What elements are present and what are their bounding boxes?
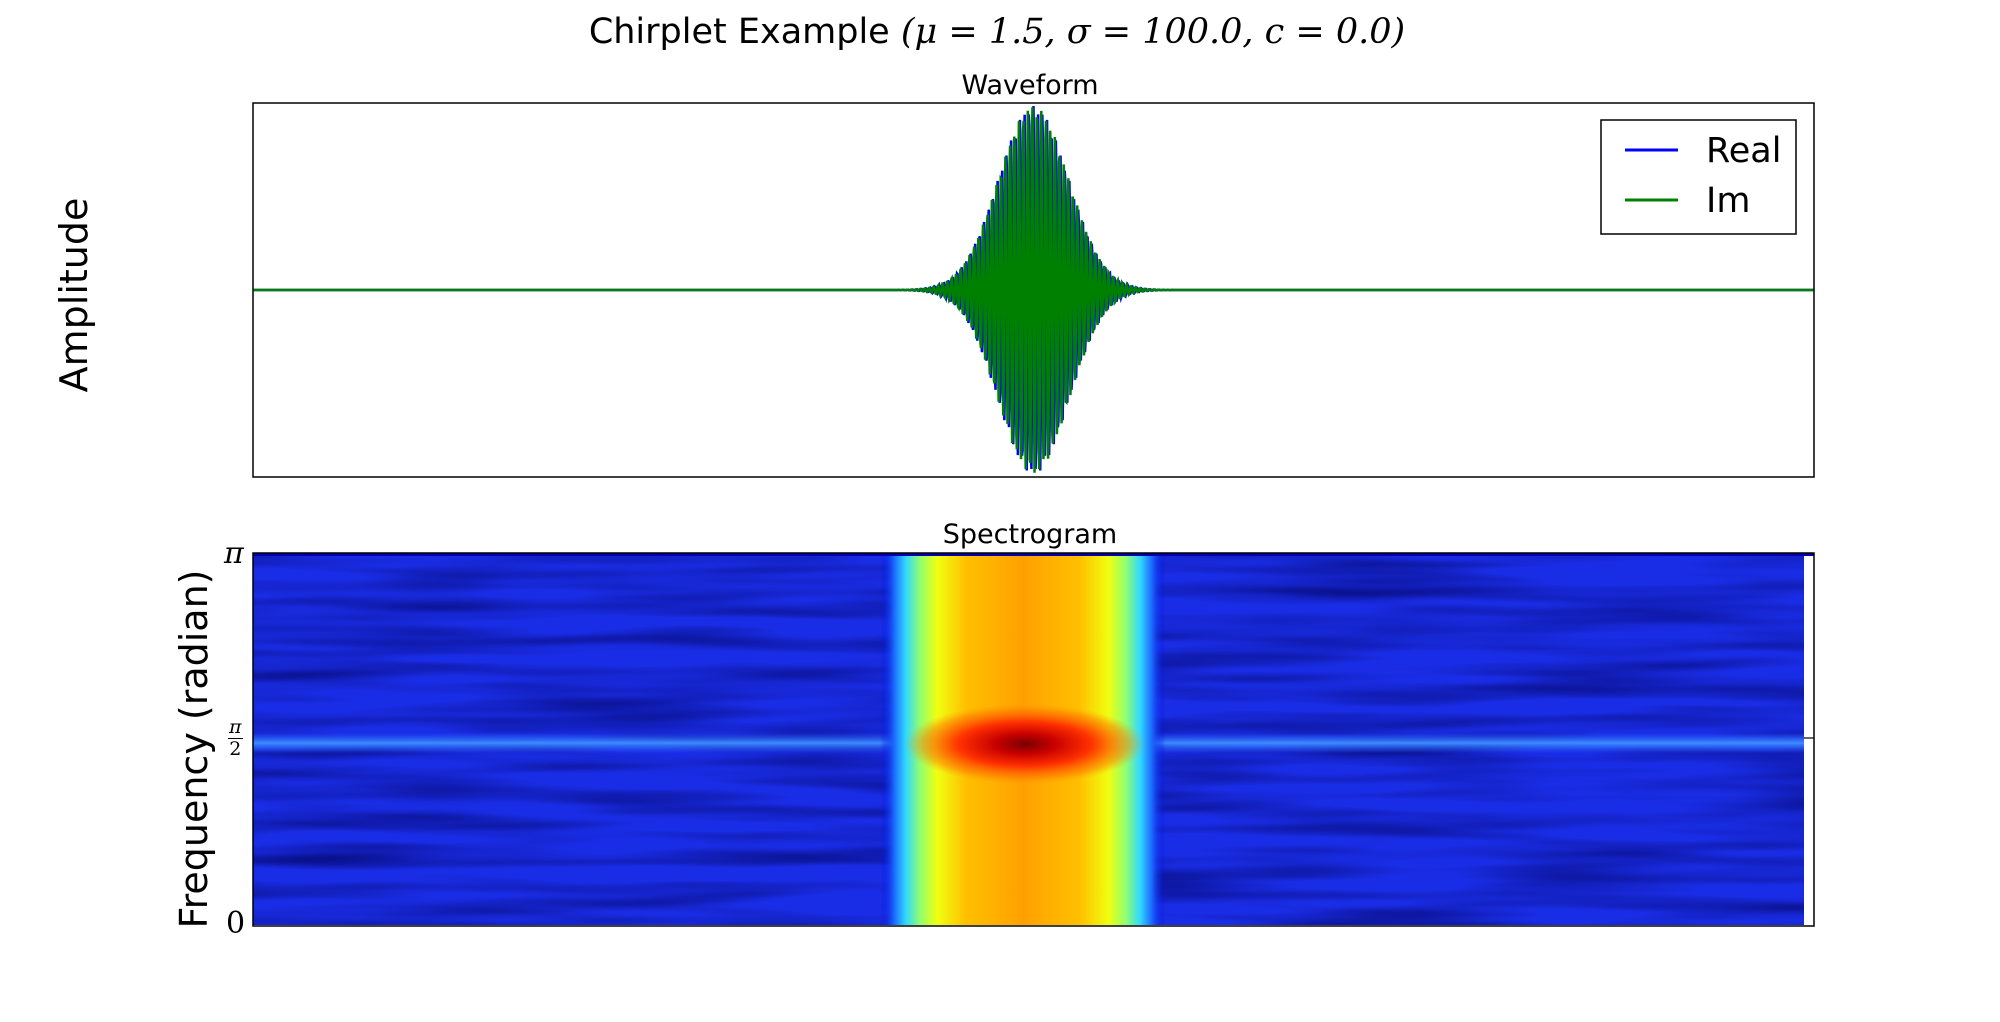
ytick-label-pi: π xyxy=(224,536,244,571)
legend-im-label: Im xyxy=(1706,181,1750,221)
waveform-title: Waveform xyxy=(961,70,1099,101)
waveform-legend: Real Im xyxy=(1600,119,1797,235)
spectrogram-top-edge xyxy=(253,553,1814,556)
chart-title-text: Chirplet Example xyxy=(588,12,890,52)
ytick-half-pi-denominator: 2 xyxy=(229,738,242,760)
waveform-plot-area xyxy=(253,105,1814,473)
series-im-line xyxy=(253,107,1814,473)
waveform-axes-frame xyxy=(252,102,1815,478)
spectrogram-ylabel: Frequency (radian) xyxy=(172,569,216,929)
legend-real-label: Real xyxy=(1706,131,1781,171)
ytick-half-pi-numerator: π xyxy=(228,716,243,739)
spectrogram-plot-area xyxy=(253,553,1814,925)
chart-title-params: (μ = 1.5, σ = 100.0, c = 0.0) xyxy=(900,12,1406,52)
ytick-label-zero: 0 xyxy=(226,906,246,941)
legend-box xyxy=(1600,119,1797,235)
spectrogram-axes-frame xyxy=(252,552,1815,927)
spectrogram-title: Spectrogram xyxy=(942,519,1118,550)
spectrogram-peak xyxy=(905,704,1145,784)
chart-title: Chirplet Example (μ = 1.5, σ = 100.0, c … xyxy=(0,12,1994,52)
ytick-label-half-pi: π 2 xyxy=(228,718,243,763)
